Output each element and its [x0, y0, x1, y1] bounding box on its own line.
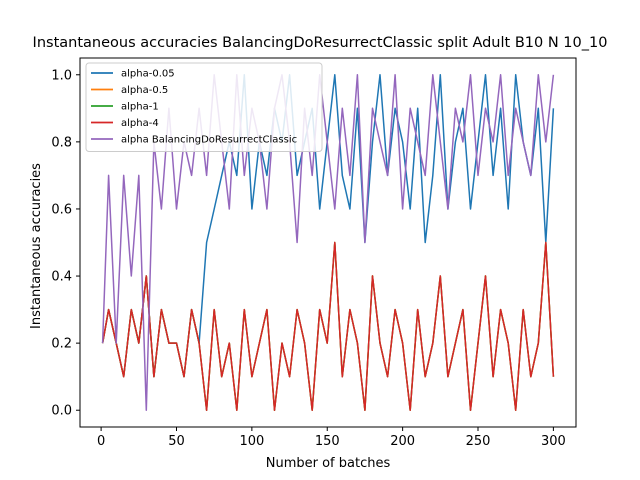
x-tick-label: 150: [315, 434, 340, 449]
x-tick-label: 300: [541, 434, 566, 449]
legend-label-2: alpha-1: [121, 102, 159, 113]
x-tick-label: 50: [168, 434, 185, 449]
chart-title: Instantaneous accuracies BalancingDoResu…: [33, 35, 608, 51]
y-tick-label: 0.2: [51, 337, 72, 352]
y-tick-label: 1.0: [51, 68, 72, 83]
y-tick-label: 0.4: [51, 270, 72, 285]
series-line-3: [101, 241, 555, 411]
plot-area: [101, 74, 555, 411]
y-tick-label: 0.0: [51, 404, 72, 419]
x-tick-label: 100: [239, 434, 264, 449]
legend-label-3: alpha-4: [121, 118, 159, 129]
x-tick-label: 0: [97, 434, 105, 449]
legend-label-4: alpha BalancingDoResurrectClassic: [121, 135, 297, 146]
x-tick-label: 200: [390, 434, 415, 449]
legend: alpha-0.05 alpha-0.5 alpha-1 alpha-4 alpha B…: [85, 62, 323, 152]
y-tick-label: 0.8: [51, 135, 72, 150]
y-tick-label: 0.6: [51, 202, 72, 217]
x-axis: 0 50 100 150 200 250 300: [97, 427, 566, 449]
y-axis-label: Instantaneous accuracies: [29, 163, 44, 329]
plot-frame: [79, 57, 577, 428]
legend-box: [85, 62, 323, 152]
x-axis-label: Number of batches: [266, 456, 391, 471]
x-tick-label: 250: [466, 434, 491, 449]
y-axis: 0.0 0.2 0.4 0.6 0.8 1.0: [51, 68, 80, 419]
legend-label-1: alpha-0.5: [121, 85, 168, 96]
series-line-4: [101, 74, 555, 411]
legend-label-0: alpha-0.05: [121, 69, 175, 80]
